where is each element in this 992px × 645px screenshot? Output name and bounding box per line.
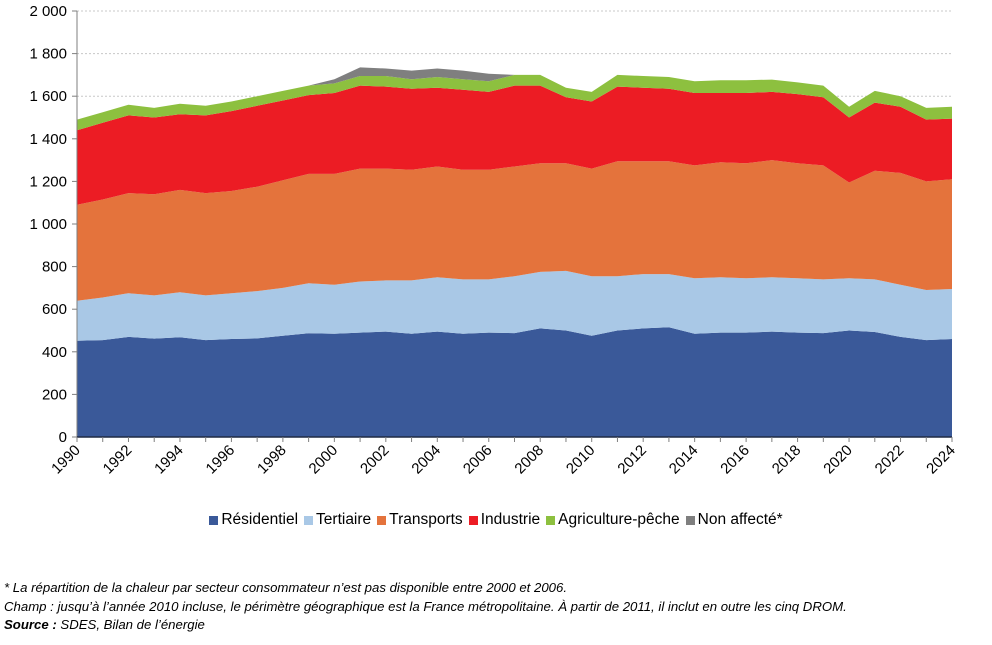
legend-swatch xyxy=(468,515,478,525)
x-axis-tick-labels: 1990 1992 1994 1996 1998 2000 2002 2004 2006 2008… xyxy=(48,442,959,478)
legend-label: Non affecté* xyxy=(697,511,783,528)
series-areas xyxy=(77,67,952,437)
scope-note: Champ : jusqu’à l’année 2010 incluse, le… xyxy=(4,598,847,614)
area-agriculture-peche xyxy=(77,74,952,131)
x-tick-label: 2012 xyxy=(614,442,650,478)
legend-label: Industrie xyxy=(480,511,541,528)
x-tick-label: 1998 xyxy=(254,442,290,478)
x-tick-label: 2014 xyxy=(666,442,702,478)
legend-item: Industrie xyxy=(468,511,541,529)
x-tick-label: 2024 xyxy=(923,442,959,478)
legend-item: Non affecté* xyxy=(685,511,783,529)
y-tick-label: 1 600 xyxy=(29,88,67,105)
x-tick-label: 2006 xyxy=(460,442,496,478)
x-tick-label: 2020 xyxy=(820,442,856,478)
legend-label: Transports xyxy=(389,511,463,528)
legend-item: Résidentiel xyxy=(209,511,298,529)
y-tick-label: 400 xyxy=(42,344,67,361)
x-tick-label: 2008 xyxy=(511,442,547,478)
axes xyxy=(72,10,953,442)
legend-swatch xyxy=(209,515,219,525)
y-tick-label: 1 200 xyxy=(29,173,67,190)
legend-swatch xyxy=(377,515,387,525)
y-tick-label: 200 xyxy=(42,386,67,403)
legend-item: Agriculture-pêche xyxy=(546,511,680,529)
area-industrie xyxy=(77,85,952,205)
footnote: * La répartition de la chaleur par secte… xyxy=(4,580,568,595)
chart-legend: Résidentiel Tertiaire Transports Industrie A… xyxy=(0,511,992,530)
x-tick-label: 2018 xyxy=(769,442,805,478)
y-tick-label: 0 xyxy=(59,429,67,446)
legend-label: Tertiaire xyxy=(316,511,372,528)
y-tick-label: 1 000 xyxy=(29,216,67,233)
x-tick-label: 2000 xyxy=(306,442,342,478)
x-tick-label: 1994 xyxy=(151,442,187,478)
legend-label: Résidentiel xyxy=(221,511,299,528)
x-tick-label: 2022 xyxy=(872,442,908,478)
y-tick-label: 600 xyxy=(42,301,67,318)
legend-swatch xyxy=(546,515,556,525)
area-tertiaire xyxy=(77,270,952,341)
y-tick-label: 800 xyxy=(42,259,67,276)
x-tick-label: 1992 xyxy=(100,442,136,478)
y-tick-label: 1 400 xyxy=(29,131,67,148)
x-tick-label: 1990 xyxy=(48,442,84,478)
stacked-area-chart: 0 200 400 600 800 1 000 1 200 1 400 1 600 1 800 2 … xyxy=(29,3,959,478)
area-transports xyxy=(77,160,952,301)
legend-item: Tertiaire xyxy=(304,511,371,529)
legend-label: Agriculture-pêche xyxy=(558,511,680,528)
source-text: SDES, Bilan de l’énergie xyxy=(56,617,205,632)
x-tick-label: 1996 xyxy=(203,442,239,478)
x-tick-label: 2004 xyxy=(409,442,445,478)
x-tick-label: 2002 xyxy=(357,442,393,478)
legend-item: Transports xyxy=(377,511,463,529)
y-axis-tick-labels: 0 200 400 600 800 1 000 1 200 1 400 1 600 1 800 2 … xyxy=(29,3,67,446)
legend-swatch xyxy=(304,515,314,525)
x-tick-label: 2010 xyxy=(563,442,599,478)
area-residentiel xyxy=(77,327,952,437)
y-tick-label: 1 800 xyxy=(29,46,67,63)
source-note: Source : SDES, Bilan de l’énergie xyxy=(4,616,847,635)
y-tick-label: 2 000 xyxy=(29,3,67,20)
x-tick-label: 2016 xyxy=(717,442,753,478)
source-label: Source : xyxy=(4,617,57,632)
chart-notes: * La répartition de la chaleur par secte… xyxy=(4,579,847,635)
legend-swatch xyxy=(685,515,695,525)
